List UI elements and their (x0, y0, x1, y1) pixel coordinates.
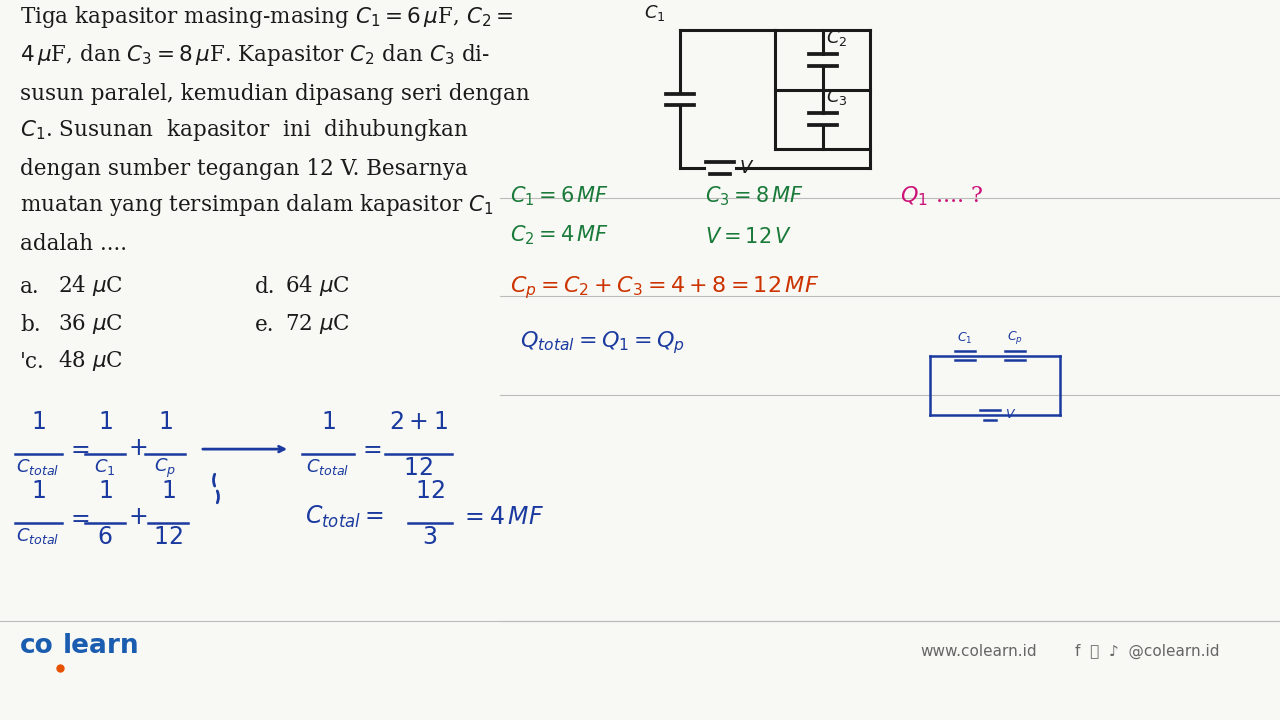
Text: $6$: $6$ (97, 526, 113, 549)
Text: susun paralel, kemudian dipasang seri dengan: susun paralel, kemudian dipasang seri de… (20, 84, 530, 105)
Text: $12$: $12$ (403, 457, 433, 480)
Text: 48 $\mu$C: 48 $\mu$C (58, 348, 123, 373)
Text: $1$: $1$ (97, 480, 113, 503)
Text: dengan sumber tegangan 12 V. Besarnya: dengan sumber tegangan 12 V. Besarnya (20, 158, 468, 180)
Text: 72 $\mu$C: 72 $\mu$C (285, 312, 349, 336)
Text: $V$: $V$ (1005, 408, 1016, 421)
Text: $V$: $V$ (739, 159, 754, 177)
Text: 64 $\mu$C: 64 $\mu$C (285, 274, 349, 298)
Text: $4\,\mu$F, dan $C_3 = 8\,\mu$F. Kapasitor $C_2$ dan $C_3$ di-: $4\,\mu$F, dan $C_3 = 8\,\mu$F. Kapasito… (20, 42, 490, 68)
Text: $= 4\,MF$: $= 4\,MF$ (460, 505, 544, 528)
Text: $C_1 = 6\,MF$: $C_1 = 6\,MF$ (509, 184, 609, 208)
Text: a.: a. (20, 276, 40, 298)
Text: $=$: $=$ (67, 505, 90, 528)
Text: 'c.: 'c. (20, 351, 45, 373)
Text: $3$: $3$ (422, 526, 438, 549)
Text: muatan yang tersimpan dalam kapasitor $C_1$: muatan yang tersimpan dalam kapasitor $C… (20, 192, 494, 217)
Text: $C_{total}$: $C_{total}$ (17, 457, 60, 477)
Text: b.: b. (20, 314, 41, 336)
Text: $=$: $=$ (358, 436, 381, 459)
Text: $C_2 = 4\,MF$: $C_2 = 4\,MF$ (509, 224, 609, 247)
Text: $C_1$: $C_1$ (95, 457, 115, 477)
Text: $Q_{total} = Q_1 = Q_p$: $Q_{total} = Q_1 = Q_p$ (520, 329, 685, 356)
Text: www.colearn.id: www.colearn.id (920, 644, 1037, 659)
Text: $C_p$: $C_p$ (154, 457, 177, 480)
Text: $C_3 = 8\,MF$: $C_3 = 8\,MF$ (705, 184, 804, 208)
Text: $C_p$: $C_p$ (1007, 328, 1023, 346)
Text: $1$: $1$ (97, 411, 113, 434)
Text: $1$: $1$ (31, 480, 45, 503)
Text: $C_1$: $C_1$ (957, 330, 973, 346)
Text: $1$: $1$ (31, 411, 45, 434)
Text: $Q_1$ .... ?: $Q_1$ .... ? (900, 184, 983, 208)
Text: $C_{total}$: $C_{total}$ (306, 457, 349, 477)
Text: $12$: $12$ (154, 526, 183, 549)
Text: $C_1$. Susunan  kapasitor  ini  dihubungkan: $C_1$. Susunan kapasitor ini dihubungkan (20, 117, 468, 143)
Text: $1$: $1$ (320, 411, 335, 434)
Text: $C_2$: $C_2$ (827, 27, 847, 48)
Text: $C_{total}$: $C_{total}$ (17, 526, 60, 546)
Text: $12$: $12$ (415, 480, 445, 503)
Text: e.: e. (255, 314, 274, 336)
Text: d.: d. (255, 276, 275, 298)
Text: $C_{total} =$: $C_{total} =$ (305, 504, 384, 530)
Text: 36 $\mu$C: 36 $\mu$C (58, 312, 123, 336)
Text: $C_1$: $C_1$ (644, 3, 666, 22)
Text: 24 $\mu$C: 24 $\mu$C (58, 274, 123, 298)
Text: $C_p = C_2 + C_3 = 4 + 8 = 12\,MF$: $C_p = C_2 + C_3 = 4 + 8 = 12\,MF$ (509, 274, 819, 302)
Text: $+$: $+$ (128, 436, 147, 459)
Text: $=$: $=$ (67, 436, 90, 459)
Text: $+$: $+$ (128, 505, 147, 528)
Text: $C_3$: $C_3$ (827, 86, 849, 107)
Text: Tiga kapasitor masing-masing $C_1 = 6\,\mu$F, $C_2 =$: Tiga kapasitor masing-masing $C_1 = 6\,\… (20, 4, 513, 30)
Text: co: co (20, 633, 54, 659)
Text: f  ⓘ  ♪  @colearn.id: f ⓘ ♪ @colearn.id (1075, 644, 1220, 659)
Text: learn: learn (63, 633, 140, 659)
Text: $1$: $1$ (157, 411, 173, 434)
Text: adalah ....: adalah .... (20, 233, 127, 255)
Text: $1$: $1$ (160, 480, 175, 503)
Text: $2 + 1$: $2 + 1$ (389, 411, 448, 434)
Text: $V = 12\,V$: $V = 12\,V$ (705, 228, 792, 247)
